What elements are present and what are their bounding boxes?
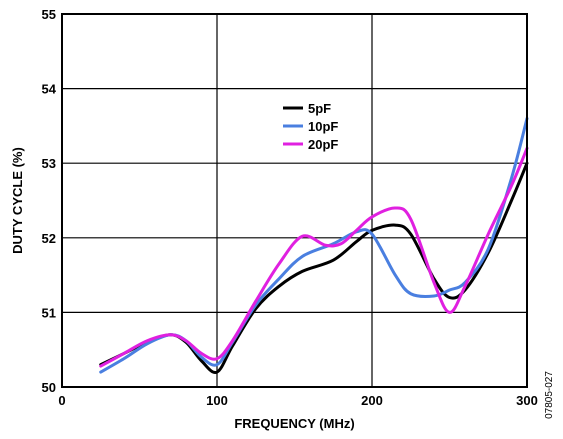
- y-tick-label: 55: [42, 7, 56, 22]
- x-tick-label: 100: [206, 393, 228, 408]
- legend-label: 20pF: [308, 137, 338, 152]
- plot-frame: [61, 13, 528, 388]
- figure-id: 07805-027: [544, 371, 555, 419]
- x-tick-label: 200: [361, 393, 383, 408]
- series-lines: [99, 116, 529, 374]
- y-tick-label: 51: [42, 305, 56, 320]
- legend-label: 10pF: [308, 119, 338, 134]
- x-tick-label: 0: [58, 393, 65, 408]
- series-line-5pf: [99, 161, 529, 374]
- x-tick-label: 300: [516, 393, 538, 408]
- y-tick-label: 50: [42, 380, 56, 395]
- y-axis-title: DUTY CYCLE (%): [10, 147, 25, 254]
- x-axis-title: FREQUENCY (MHz): [234, 416, 354, 431]
- tick-labels: 0 100 200 300 50 51 52 53 54 55: [42, 7, 538, 408]
- legend: 5pF 10pF 20pF: [283, 101, 338, 152]
- y-tick-label: 53: [42, 156, 56, 171]
- grid-lines: [61, 13, 528, 388]
- series-line-20pf: [99, 146, 529, 368]
- legend-label: 5pF: [308, 101, 331, 116]
- y-tick-label: 52: [42, 231, 56, 246]
- y-tick-label: 54: [42, 82, 57, 97]
